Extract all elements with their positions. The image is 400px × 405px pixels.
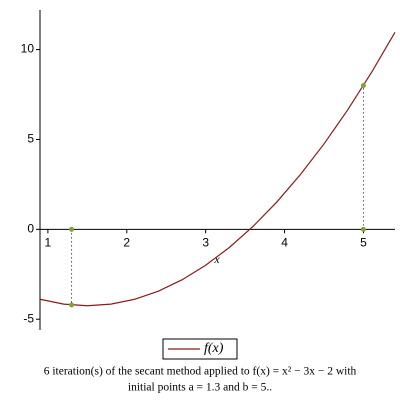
- point: [69, 226, 75, 232]
- point: [360, 83, 366, 89]
- point: [69, 302, 75, 308]
- x-tick-label: 2: [123, 235, 130, 249]
- y-tick-label: 0: [27, 221, 34, 235]
- point: [360, 226, 366, 232]
- curve: [39, 31, 396, 307]
- x-tick-label: 4: [281, 235, 288, 249]
- caption-line: 6 iteration(s) of the secant method appl…: [44, 366, 357, 378]
- x-tick-label: 1: [45, 235, 52, 249]
- y-tick-label: 5: [27, 132, 34, 146]
- legend-label: f(x): [204, 341, 224, 356]
- y-tick-label: -5: [23, 311, 34, 325]
- caption-line: initial points a = 1.3 and b = 5..: [128, 382, 272, 394]
- x-axis-label: x: [213, 252, 220, 266]
- x-tick-label: 3: [202, 235, 209, 249]
- y-tick-label: 10: [21, 42, 35, 56]
- x-tick-label: 5: [360, 235, 367, 249]
